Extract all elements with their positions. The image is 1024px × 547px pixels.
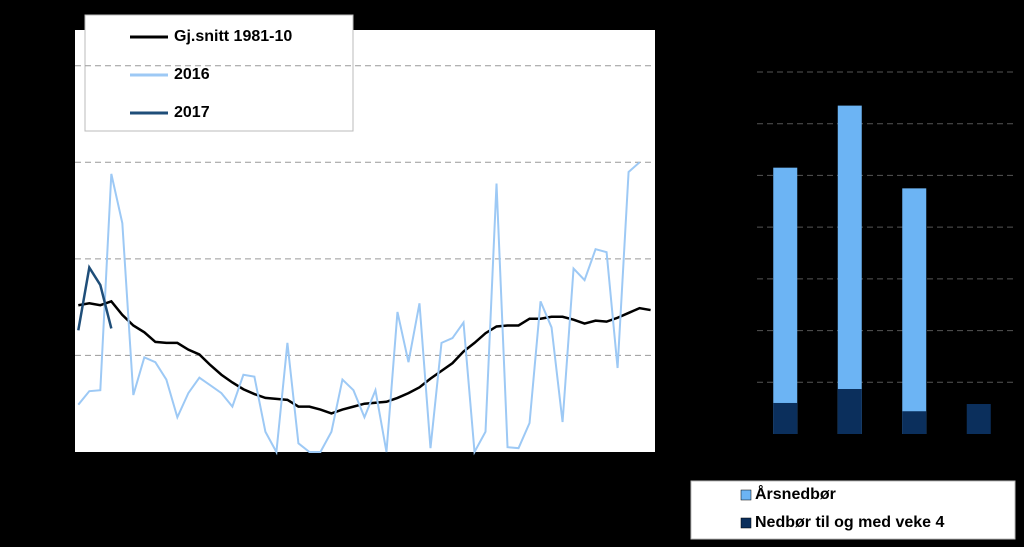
bar — [773, 402, 798, 434]
bar — [902, 188, 927, 434]
bar — [773, 167, 798, 434]
legend-label: 2017 — [174, 104, 210, 121]
legend-swatch — [740, 517, 752, 529]
bar — [966, 404, 991, 434]
series-line — [78, 299, 651, 415]
legend-box — [690, 480, 1016, 540]
bar — [837, 389, 862, 434]
legend-box — [84, 14, 354, 132]
legend-label: 2016 — [174, 66, 210, 83]
bar — [902, 411, 927, 434]
legend-label: Gj.snitt 1981-10 — [174, 28, 292, 45]
series-line — [77, 161, 641, 456]
series-line — [77, 264, 113, 331]
legend-label: Årsnedbør — [755, 484, 836, 503]
legend-swatch — [740, 489, 752, 501]
legend-label: Nedbør til og med veke 4 — [755, 514, 944, 531]
bar — [837, 105, 862, 434]
